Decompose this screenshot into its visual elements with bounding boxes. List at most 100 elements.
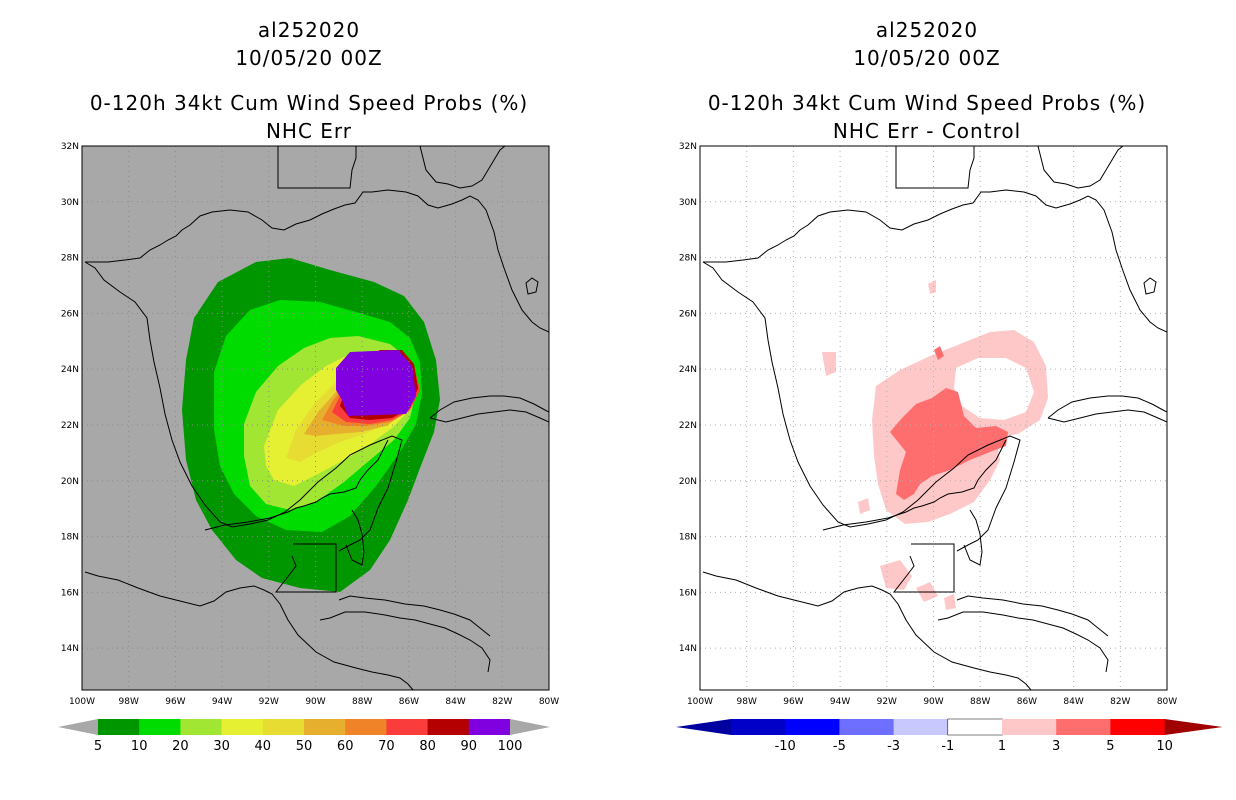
colorbar-label: 5 (94, 739, 102, 754)
colorbar-segment (98, 719, 140, 735)
lon-tick-label: 98W (119, 697, 139, 707)
colorbar-segment (785, 719, 840, 735)
colorbar-label: 80 (419, 739, 436, 754)
colorbar-label: 10 (131, 739, 148, 754)
right-panel: al252020 10/05/20 00Z 0-120h 34kt Cum Wi… (618, 0, 1236, 800)
storm-id: al252020 (257, 18, 361, 42)
colorbar-segment (947, 718, 1003, 736)
lat-tick-label: 18N (61, 533, 79, 543)
colorbar-segment (1110, 719, 1166, 735)
colorbar-label: 20 (172, 739, 189, 754)
lat-tick-label: 18N (679, 533, 697, 543)
lat-tick-label: 24N (61, 365, 79, 375)
plot-title: 0-120h 34kt Cum Wind Speed Probs (%) (707, 91, 1147, 115)
colorbar-segment (180, 719, 223, 735)
lon-tick-label: 100W (69, 697, 95, 707)
colorbar-label: 70 (378, 739, 395, 754)
map-frame (699, 145, 1168, 691)
coastlines (702, 146, 1167, 690)
lat-tick-label: 28N (679, 254, 697, 264)
map-plot (81, 145, 550, 691)
difference-contour (890, 388, 1008, 500)
colorbar-label: 5 (1106, 739, 1114, 754)
plot-subtitle: NHC Err (265, 119, 353, 143)
colorbar-label: 40 (255, 739, 272, 754)
colorbar-label: 1 (998, 739, 1006, 754)
colorbar-segment (893, 719, 949, 735)
colorbar-segment (345, 719, 387, 735)
lat-tick-label: 26N (61, 309, 79, 319)
colorbar-segment (262, 719, 305, 735)
lat-tick-label: 26N (679, 309, 697, 319)
colorbar-segment (386, 719, 429, 735)
lat-tick-label: 16N (61, 588, 79, 598)
lon-tick-label: 92W (259, 697, 279, 707)
coastline (419, 146, 506, 189)
lat-tick-label: 28N (61, 254, 79, 264)
lat-tick-label: 20N (61, 477, 79, 487)
colorbar-label: -5 (833, 739, 846, 754)
difference-contour (880, 560, 912, 590)
coastline (1047, 395, 1167, 419)
left-panel: al252020 10/05/20 00Z 0-120h 34kt Cum Wi… (58, 18, 559, 754)
colorbar-label: -1 (941, 739, 954, 754)
coastline (338, 595, 491, 637)
coastline (274, 543, 337, 593)
map-frame (81, 145, 550, 691)
lon-tick-label: 86W (1017, 697, 1037, 707)
coastline (892, 543, 955, 593)
colorbar-label: -3 (887, 739, 900, 754)
colorbar-label: 3 (1052, 739, 1060, 754)
lon-tick-label: 82W (1110, 697, 1130, 707)
lat-tick-label: 16N (679, 588, 697, 598)
lat-tick-label: 20N (679, 477, 697, 487)
colorbar-segment (1002, 719, 1057, 735)
colorbar-label: -10 (775, 739, 796, 754)
lon-tick-label: 90W (923, 697, 943, 707)
lon-tick-label: 88W (352, 697, 372, 707)
lon-tick-label: 94W (830, 697, 850, 707)
lon-tick-label: 92W (877, 697, 897, 707)
plot-title: 0-120h 34kt Cum Wind Speed Probs (%) (89, 91, 529, 115)
colorbar-label: 30 (213, 739, 230, 754)
lat-tick-label: 30N (679, 198, 697, 208)
colorbar-label: 100 (498, 739, 523, 754)
colorbar-segment (304, 719, 346, 735)
coastline (1047, 409, 1167, 423)
difference-hole (954, 358, 1034, 420)
difference-contour (858, 498, 870, 514)
colorbar-right-arrow (1164, 719, 1223, 735)
lat-tick-label: 14N (679, 644, 697, 654)
colorbar-segment (427, 719, 470, 735)
storm-id: al252020 (875, 18, 979, 42)
coastline (822, 439, 1007, 531)
colorbar-label: 10 (1156, 739, 1173, 754)
difference-map: 100W 98W 96W 94W 92W 90W 88W 86W 84W 82W 80W 14N 16N… (676, 142, 1223, 754)
lon-tick-label: 98W (737, 697, 757, 707)
coastline (1037, 146, 1124, 189)
coastline (702, 261, 1021, 552)
coastline (895, 146, 975, 189)
colorbar-segment (1056, 719, 1111, 735)
lon-tick-label: 84W (445, 697, 465, 707)
coastline (429, 409, 549, 423)
lat-tick-label: 22N (61, 421, 79, 431)
colorbar-left-arrow (58, 719, 98, 735)
coastline (963, 509, 983, 566)
difference-contour (944, 594, 956, 610)
lon-tick-label: 82W (492, 697, 512, 707)
coastline (84, 261, 403, 552)
difference-contour (928, 280, 936, 294)
lon-tick-label: 86W (399, 697, 419, 707)
coastline (345, 509, 365, 566)
difference-contour (822, 352, 836, 376)
lon-tick-label: 80W (539, 697, 559, 707)
lake-okeechobee (525, 277, 539, 295)
lat-tick-label: 14N (61, 644, 79, 654)
colorbar-segment (839, 719, 895, 735)
colorbar-segment (221, 719, 264, 735)
colorbar-right-arrow (510, 719, 550, 735)
colorbar-segment (139, 719, 181, 735)
datetime: 10/05/20 00Z (853, 46, 1001, 70)
coastline (204, 439, 389, 531)
